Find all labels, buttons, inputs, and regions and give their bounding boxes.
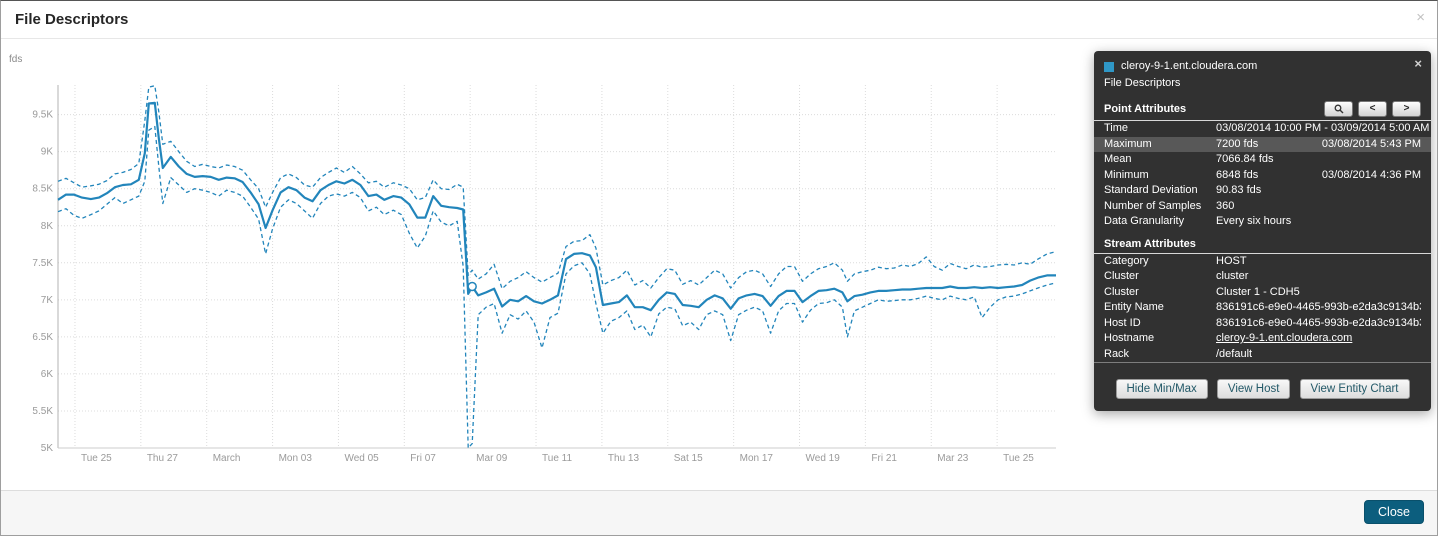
point-attributes-rows: Time 03/08/2014 10:00 PM - 03/09/2014 5:… bbox=[1094, 121, 1431, 230]
svg-text:7K: 7K bbox=[41, 295, 54, 306]
point-attributes-header: Point Attributes < > bbox=[1094, 101, 1431, 121]
hostname-link[interactable]: cleroy-9-1.ent.cloudera.com bbox=[1216, 332, 1353, 344]
svg-text:Mon 03: Mon 03 bbox=[279, 453, 313, 464]
svg-text:Thu 13: Thu 13 bbox=[608, 453, 640, 464]
svg-text:Mar 23: Mar 23 bbox=[937, 453, 969, 464]
stream-attribute-row-entity-name: Entity Name 836191c6-e9e0-4465-993b-e2da… bbox=[1104, 301, 1421, 313]
point-attribute-row-samples: Number of Samples 360 bbox=[1104, 199, 1235, 212]
svg-text:6K: 6K bbox=[41, 369, 54, 380]
svg-text:Mar 09: Mar 09 bbox=[476, 453, 508, 464]
point-attribute-row-granularity: Data Granularity Every six hours bbox=[1104, 215, 1292, 227]
dialog-title: File Descriptors bbox=[15, 11, 129, 28]
stream-attributes-rows: Category HOST Cluster cluster Cluster Cl… bbox=[1094, 254, 1431, 363]
point-nav-buttons: < > bbox=[1319, 101, 1421, 117]
panel-host-row: cleroy-9-1.ent.cloudera.com bbox=[1104, 58, 1421, 75]
stream-attribute-row-category: Category HOST bbox=[1104, 254, 1247, 267]
svg-text:5K: 5K bbox=[41, 443, 54, 454]
y-axis-unit-label: fds bbox=[9, 54, 23, 65]
stream-attribute-row-cluster-name: Cluster Cluster 1 - CDH5 bbox=[1104, 285, 1300, 298]
svg-text:Tue 11: Tue 11 bbox=[542, 453, 572, 464]
svg-text:Fri 07: Fri 07 bbox=[410, 453, 436, 464]
next-point-button[interactable]: > bbox=[1392, 101, 1421, 117]
svg-text:5.5K: 5.5K bbox=[32, 406, 53, 417]
svg-text:Mon 17: Mon 17 bbox=[740, 453, 774, 464]
point-attributes-title: Point Attributes bbox=[1104, 103, 1187, 115]
svg-text:6.5K: 6.5K bbox=[32, 332, 53, 343]
point-attribute-row-time: Time 03/08/2014 10:00 PM - 03/09/2014 5:… bbox=[1104, 122, 1430, 134]
svg-text:Wed 19: Wed 19 bbox=[806, 453, 841, 464]
point-attribute-row-maximum[interactable]: Maximum 7200 fds 03/08/2014 5:43 PM bbox=[1094, 136, 1431, 152]
view-entity-chart-button[interactable]: View Entity Chart bbox=[1299, 379, 1410, 399]
point-attribute-row-stddev: Standard Deviation 90.83 fds bbox=[1104, 184, 1262, 196]
point-details-panel: × cleroy-9-1.ent.cloudera.com File Descr… bbox=[1094, 51, 1431, 411]
stream-attribute-row-rack: Rack /default bbox=[1104, 347, 1253, 360]
panel-hostname: cleroy-9-1.ent.cloudera.com bbox=[1121, 60, 1258, 72]
panel-metric-name: File Descriptors bbox=[1104, 77, 1181, 89]
panel-buttons: Hide Min/Max View Host View Entity Chart bbox=[1104, 379, 1421, 399]
svg-text:Sat 15: Sat 15 bbox=[674, 453, 703, 464]
dialog-close-icon[interactable]: × bbox=[1416, 9, 1425, 26]
svg-text:Thu 27: Thu 27 bbox=[147, 453, 179, 464]
stream-attributes-header: Stream Attributes bbox=[1094, 238, 1431, 254]
stream-attribute-row-host-id: Host ID 836191c6-e9e0-4465-993b-e2da3c91… bbox=[1104, 316, 1421, 329]
svg-text:9.5K: 9.5K bbox=[32, 110, 53, 121]
stream-attribute-row-cluster: Cluster cluster bbox=[1104, 270, 1249, 282]
svg-text:8.5K: 8.5K bbox=[32, 184, 53, 195]
zoom-point-button[interactable] bbox=[1324, 101, 1353, 117]
svg-text:Fri 21: Fri 21 bbox=[871, 453, 897, 464]
point-attribute-row-minimum: Minimum 6848 fds 03/08/2014 4:36 PM bbox=[1104, 168, 1421, 181]
prev-point-button[interactable]: < bbox=[1358, 101, 1387, 117]
chart-area: fds 5K 5.5K 6K 6.5K 7K 7.5K 8K 8.5K 9K 9.5K Tue 25… bbox=[1, 39, 1437, 492]
svg-text:9K: 9K bbox=[41, 147, 54, 158]
svg-text:Tue 25: Tue 25 bbox=[1003, 453, 1034, 464]
hide-minmax-button[interactable]: Hide Min/Max bbox=[1115, 379, 1208, 399]
point-attribute-row-mean: Mean 7066.84 fds bbox=[1104, 153, 1274, 165]
svg-text:8K: 8K bbox=[41, 221, 54, 232]
dialog-header: File Descriptors × bbox=[1, 1, 1437, 39]
svg-text:March: March bbox=[213, 453, 241, 464]
panel-close-icon[interactable]: × bbox=[1414, 56, 1422, 71]
svg-text:Wed 05: Wed 05 bbox=[344, 453, 379, 464]
svg-text:Tue 25: Tue 25 bbox=[81, 453, 112, 464]
chart-svg[interactable]: 5K 5.5K 6K 6.5K 7K 7.5K 8K 8.5K 9K 9.5K Tue 25 Thu … bbox=[1, 39, 1438, 492]
view-host-button[interactable]: View Host bbox=[1216, 379, 1291, 399]
series-color-swatch bbox=[1104, 61, 1114, 72]
magnifier-icon bbox=[1334, 104, 1343, 114]
stream-attributes-title: Stream Attributes bbox=[1104, 237, 1196, 250]
dialog-footer: Close bbox=[1, 490, 1437, 535]
svg-text:7.5K: 7.5K bbox=[32, 258, 53, 269]
close-button[interactable]: Close bbox=[1364, 500, 1424, 524]
stream-attribute-row-hostname: Hostname cleroy-9-1.ent.cloudera.com bbox=[1094, 331, 1431, 347]
